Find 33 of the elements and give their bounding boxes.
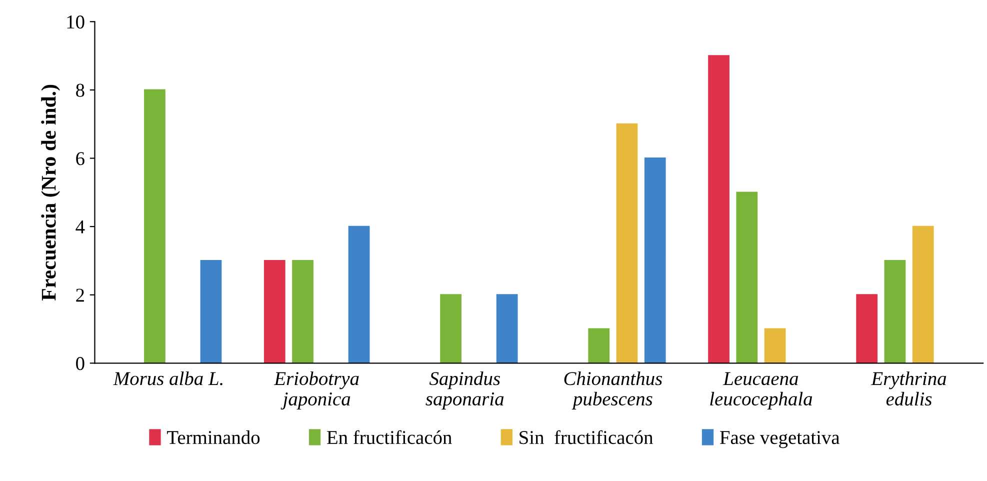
bar (764, 328, 786, 364)
y-tick-label: 2 (76, 288, 84, 302)
bar (440, 294, 462, 364)
bar (144, 89, 166, 364)
y-tick-label: 10 (67, 15, 84, 29)
bar (644, 158, 666, 364)
x-tick-label: Morus alba L. (113, 371, 222, 386)
legend-label: Sin fructificacón (520, 430, 654, 444)
y-tick-label: 8 (76, 84, 84, 97)
legend-label: En fructificacón (326, 430, 452, 444)
bar (708, 55, 730, 364)
bar (616, 123, 638, 364)
bar (736, 192, 758, 364)
bar (496, 294, 518, 364)
legend-label: Terminando (167, 430, 260, 444)
bar (588, 328, 610, 364)
legend-label: Fase vegetativa (720, 431, 840, 448)
bar (856, 294, 878, 364)
x-tick-label: Chionanthus pubescens (564, 371, 662, 410)
bar (912, 226, 934, 364)
x-tick-label: Leucaena leucocephala (710, 372, 812, 410)
x-tick-label: Eriobotrya japonica (274, 371, 359, 410)
y-axis-title: Frecuencia (Nro de ind.) (41, 84, 60, 300)
bar (264, 260, 286, 364)
x-tick-label: Sapindus saponaria (426, 371, 504, 410)
y-tick-label: 6 (76, 152, 84, 166)
y-tick-label: 4 (76, 220, 85, 234)
bar (884, 260, 906, 364)
bar (348, 226, 370, 364)
y-tick-label: 0 (76, 356, 84, 370)
x-tick-label: Erythrina edulis (870, 371, 946, 406)
bar (292, 260, 314, 364)
bar (200, 260, 222, 364)
